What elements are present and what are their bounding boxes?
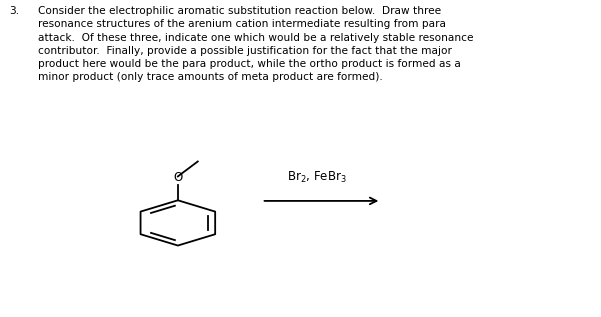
Text: O: O (173, 171, 183, 184)
Text: Consider the electrophilic aromatic substitution reaction below.  Draw three
res: Consider the electrophilic aromatic subs… (38, 6, 474, 82)
Text: Br$_2$, FeBr$_3$: Br$_2$, FeBr$_3$ (287, 170, 346, 185)
Text: 3.: 3. (9, 6, 19, 16)
